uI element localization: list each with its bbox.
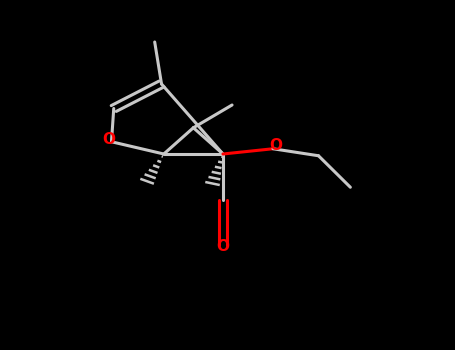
Text: O: O [217, 239, 229, 254]
Text: O: O [103, 133, 116, 147]
Text: O: O [269, 139, 282, 153]
